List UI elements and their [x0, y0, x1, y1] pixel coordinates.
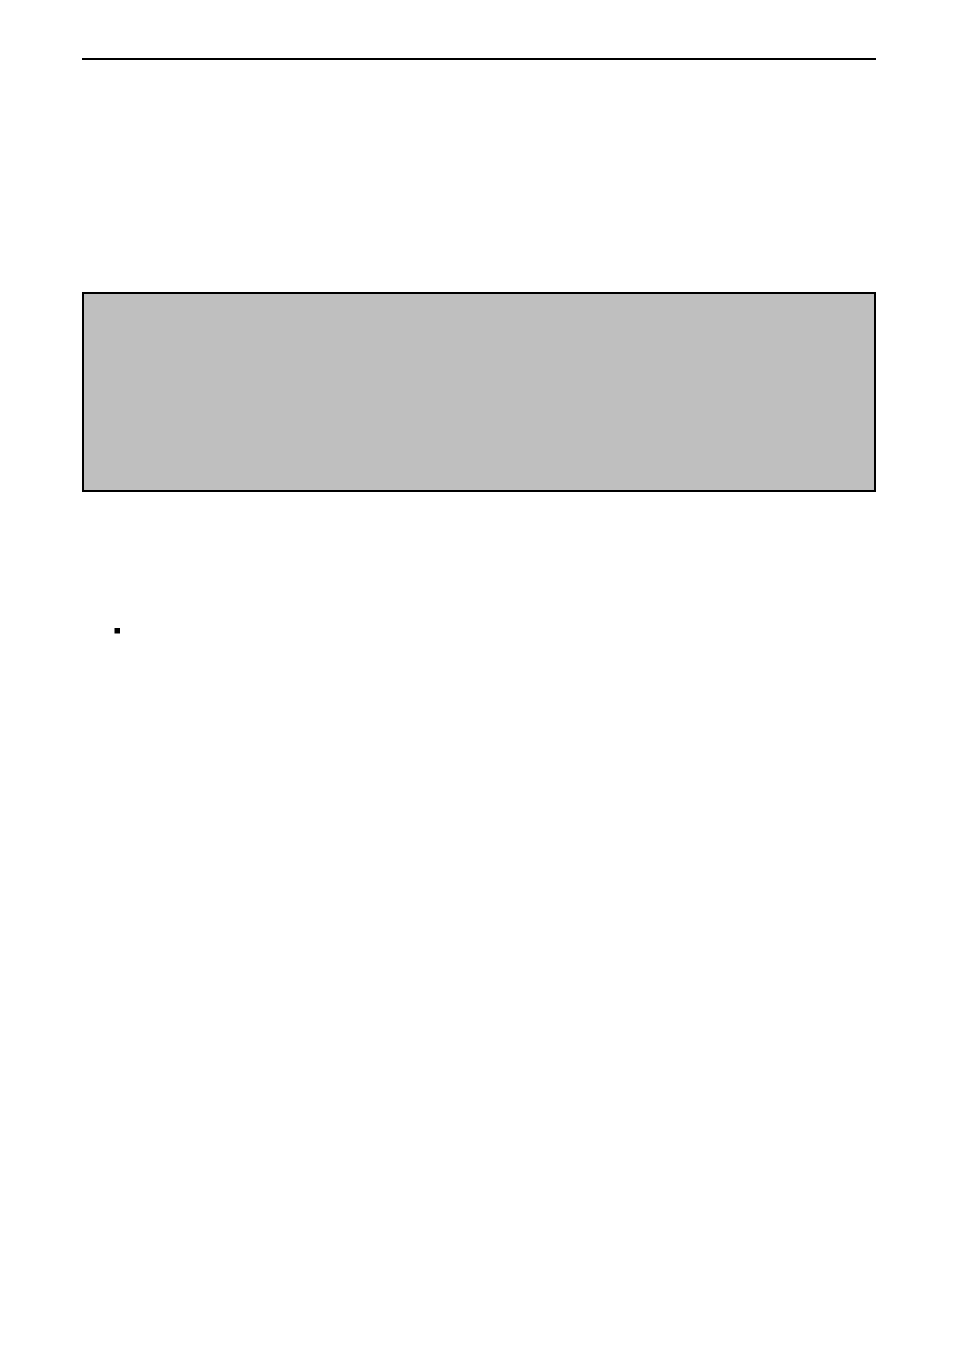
document-page	[0, 0, 954, 1350]
highlight-box	[82, 292, 876, 492]
top-horizontal-rule	[82, 58, 876, 60]
